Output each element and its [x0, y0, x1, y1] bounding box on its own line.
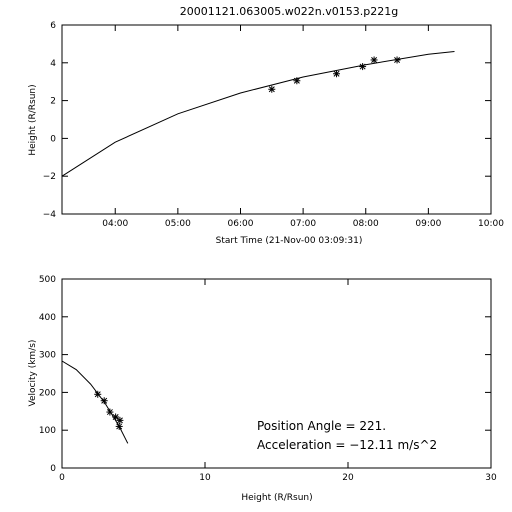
top-y-tick-label: 6	[50, 21, 56, 31]
bottom-y-tick-label: 300	[39, 351, 56, 361]
top-data-marks	[61, 51, 455, 177]
height-time-plot: 04:00 05:00 06:00 07:00 08:00 09:00 10:00 −4 −2 0…	[28, 21, 504, 246]
plot-frame-top	[61, 24, 492, 215]
bottom-x-tick-label: 30	[485, 473, 497, 483]
chart-title: 20001121.063005.w022n.v0153.p221g	[180, 5, 398, 18]
bottom-data-marks	[61, 360, 129, 444]
top-x-tick-label: 04:00	[102, 219, 128, 229]
bottom-x-tick-label: 0	[59, 473, 65, 483]
top-y-tick-label: −4	[43, 210, 57, 220]
top-y-tick-label: 0	[50, 134, 56, 144]
bottom-x-tick-label: 20	[342, 473, 354, 483]
top-data-point	[333, 70, 341, 78]
top-data-point	[370, 56, 378, 64]
acceleration-annotation: Acceleration = −12.11 m/s^2	[257, 438, 437, 452]
top-x-tick-label: 05:00	[165, 219, 191, 229]
top-data-point	[359, 63, 367, 71]
bottom-fit-line	[61, 360, 129, 444]
top-x-tick-label: 07:00	[290, 219, 316, 229]
bottom-y-tick-label: 500	[39, 275, 56, 285]
bottom-y-tick-label: 200	[39, 388, 56, 398]
bottom-y-tick-label: 0	[50, 464, 56, 474]
top-x-axis-label: Start Time (21-Nov-00 03:09:31)	[216, 236, 363, 246]
top-y-tick-label: 4	[50, 59, 56, 69]
top-y-axis-label: Height (R/Rsun)	[28, 84, 38, 155]
top-x-tick-label: 08:00	[353, 219, 379, 229]
top-y-tick-label: 2	[50, 97, 56, 107]
top-y-tick-label: −2	[43, 172, 56, 182]
top-x-tick-label: 09:00	[415, 219, 441, 229]
bottom-y-tick-label: 100	[39, 426, 56, 436]
bottom-x-tick-label: 10	[199, 473, 211, 483]
position-angle-annotation: Position Angle = 221.	[257, 419, 386, 433]
bottom-y-axis-label: Velocity (km/s)	[28, 340, 38, 407]
bottom-x-axis-label: Height (R/Rsun)	[241, 493, 312, 503]
top-fit-line	[61, 51, 455, 177]
plot-frame-bottom	[61, 278, 492, 469]
bottom-y-tick-label: 400	[39, 313, 56, 323]
top-x-tick-label: 10:00	[478, 219, 504, 229]
top-data-point	[268, 85, 276, 93]
top-x-tick-label: 06:00	[228, 219, 254, 229]
bottom-data-point	[116, 416, 124, 424]
top-axis-ticks: 04:00 05:00 06:00 07:00 08:00 09:00 10:00 −4 −2 0…	[43, 21, 505, 229]
